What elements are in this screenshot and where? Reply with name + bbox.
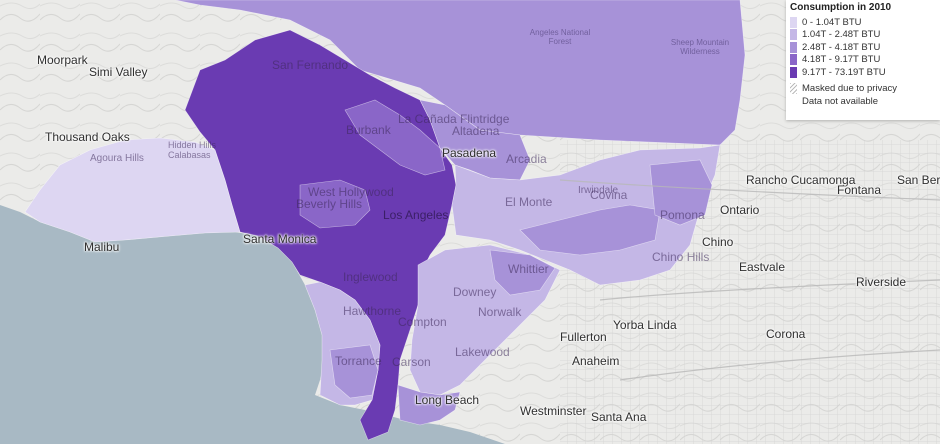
region-whittier <box>489 249 556 296</box>
place-label-arcadia: Arcadia <box>506 152 547 166</box>
place-label-calabasas: Calabasas <box>168 150 211 160</box>
legend-label-masked: Masked due to privacy <box>802 83 898 95</box>
place-label-downey: Downey <box>453 285 497 299</box>
legend-swatch-na <box>790 96 797 107</box>
place-label-sheep-mountain: Sheep Mountain Wilderness <box>670 38 730 56</box>
place-label-angeles-forest: Angeles National Forest <box>529 28 591 46</box>
region-el-monte <box>519 204 661 256</box>
map-legend: Consumption in 2010 0 - 1.04T BTU 1.04T … <box>786 0 940 120</box>
place-label-santa-monica: Santa Monica <box>243 232 317 246</box>
legend-swatch <box>790 54 797 66</box>
legend-label: 4.18T - 9.17T BTU <box>802 54 881 66</box>
place-label-hawthorne: Hawthorne <box>343 304 402 318</box>
place-label-santa-ana: Santa Ana <box>591 410 647 424</box>
legend-item-na: Data not available <box>790 95 936 108</box>
place-label-los-angeles: Los Angeles <box>383 208 449 222</box>
legend-label-na: Data not available <box>802 95 879 107</box>
place-label-altadena: Altadena <box>452 124 500 138</box>
place-label-corona: Corona <box>766 327 806 341</box>
legend-swatch-masked <box>790 83 797 95</box>
legend-item: 0 - 1.04T BTU <box>790 16 936 29</box>
place-label-hidden-hills: Hidden Hills <box>168 140 217 150</box>
legend-item-masked: Masked due to privacy <box>790 83 936 96</box>
place-label-lakewood: Lakewood <box>455 345 510 359</box>
place-label-burbank: Burbank <box>346 123 391 137</box>
place-label-compton: Compton <box>398 315 447 329</box>
place-label-chino-hills: Chino Hills <box>652 250 710 264</box>
place-label-anaheim: Anaheim <box>572 354 620 368</box>
place-label-fontana: Fontana <box>837 183 882 197</box>
place-label-whittier: Whittier <box>508 262 549 276</box>
choropleth-regions <box>24 0 746 441</box>
place-label-inglewood: Inglewood <box>343 270 398 284</box>
legend-label: 9.17T - 73.19T BTU <box>802 66 886 78</box>
place-label-riverside: Riverside <box>856 275 907 289</box>
place-label-covina: Covina <box>590 188 628 202</box>
place-label-beverly-hills: Beverly Hills <box>296 197 363 211</box>
place-label-chino: Chino <box>702 235 734 249</box>
place-label-yorba-linda: Yorba Linda <box>613 318 677 332</box>
region-pomona <box>649 159 713 226</box>
place-label-norwalk: Norwalk <box>478 305 522 319</box>
highways <box>559 179 940 381</box>
place-label-carson: Carson <box>392 355 431 369</box>
legend-swatch <box>790 66 797 78</box>
legend-swatch <box>790 29 797 41</box>
legend-item: 4.18T - 9.17T BTU <box>790 54 936 67</box>
place-label-long-beach: Long Beach <box>415 393 480 407</box>
place-label-torrance: Torrance <box>335 354 382 368</box>
place-label-rancho-cucamonga: Rancho Cucamonga <box>746 173 856 187</box>
place-label-westminster: Westminster <box>520 404 587 418</box>
region-burbank <box>344 99 446 176</box>
place-label-eastvale: Eastvale <box>739 260 786 274</box>
place-label-el-monte: El Monte <box>505 195 553 209</box>
place-label-agoura-hills: Agoura Hills <box>90 153 144 164</box>
region-beverly-hills <box>299 179 371 229</box>
legend-label: 2.48T - 4.18T BTU <box>802 41 881 53</box>
place-label-la-canada-flintridge: La Cañada Flintridge <box>398 112 510 126</box>
place-label-san-bernardino: San Ber <box>897 173 940 187</box>
legend-swatch <box>790 41 797 53</box>
place-label-thousand-oaks: Thousand Oaks <box>45 130 130 144</box>
region-carson <box>329 344 379 399</box>
ocean <box>0 205 505 444</box>
region-long-beach <box>397 384 461 426</box>
place-label-pomona: Pomona <box>660 208 705 222</box>
place-label-pasadena: Pasadena <box>442 146 497 160</box>
legend-item: 9.17T - 73.19T BTU <box>790 66 936 79</box>
legend-title: Consumption in 2010 <box>790 2 892 13</box>
legend-item: 1.04T - 2.48T BTU <box>790 29 936 42</box>
legend-item: 2.48T - 4.18T BTU <box>790 41 936 54</box>
place-label-simi-valley: Simi Valley <box>89 65 148 79</box>
place-label-moorpark: Moorpark <box>37 53 88 67</box>
region-malibu <box>24 137 241 243</box>
place-label-west-hollywood: West Hollywood <box>308 185 394 199</box>
place-label-ontario: Ontario <box>720 203 760 217</box>
place-label-san-fernando: San Fernando <box>272 58 349 72</box>
place-label-malibu: Malibu <box>84 240 120 254</box>
legend-swatch <box>790 16 797 28</box>
place-label-fullerton: Fullerton <box>560 330 607 344</box>
legend-label: 1.04T - 2.48T BTU <box>802 29 881 41</box>
place-label-irwindale: Irwindale <box>578 185 619 196</box>
legend-label: 0 - 1.04T BTU <box>802 16 862 28</box>
